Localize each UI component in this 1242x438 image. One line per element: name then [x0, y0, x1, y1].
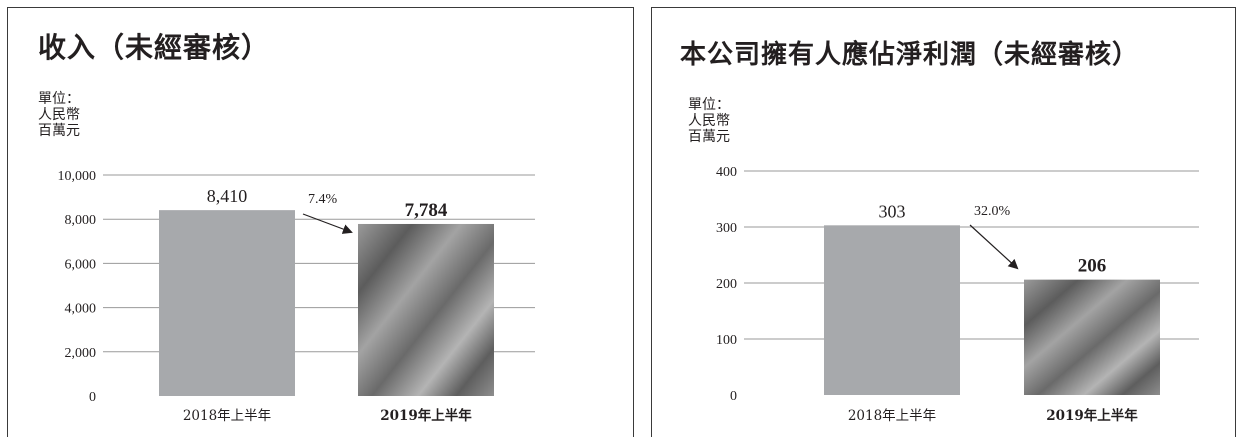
y-tick-label: 200 [716, 277, 737, 292]
bar-value-label: 7,784 [405, 200, 448, 221]
unit-line: 百萬元 [688, 129, 730, 145]
bar-value-label: 303 [879, 201, 906, 221]
bar-2 [358, 223, 494, 396]
chart-title: 收入（未經審核） [38, 31, 271, 64]
bar-value-label: 206 [1078, 256, 1107, 277]
x-category-label: 2019年上半年 [380, 407, 472, 424]
revenue-chart-panel: 收入（未經審核） 單位： 人民幣 百萬元 0 2,000 4,000 6,000 8,0… [7, 7, 634, 437]
y-tick-label: 2,000 [65, 346, 97, 361]
x-category-label: 2019年上半年 [1046, 407, 1138, 424]
x-category-label: 2018年上半年 [183, 408, 271, 424]
change-arrow [969, 224, 1019, 270]
y-tick-label: 8,000 [65, 213, 97, 228]
change-arrow [302, 213, 353, 234]
unit-line: 人民幣 [38, 107, 80, 123]
change-percent-label: 7.4% [308, 192, 338, 207]
y-tick-label: 100 [716, 333, 737, 348]
revenue-bar-chart: 0 2,000 4,000 6,000 8,000 10,000 8,410 2018年上半年… [58, 169, 535, 424]
net-profit-bar-chart: 0 100 200 300 400 303 2018年上半年 206 2019年上半年 32.0% [716, 165, 1199, 424]
unit-line: 單位： [38, 91, 80, 107]
unit-label: 單位： 人民幣 百萬元 [688, 97, 730, 145]
bar-1 [824, 225, 960, 395]
unit-label: 單位： 人民幣 百萬元 [38, 91, 80, 139]
y-tick-label: 6,000 [65, 257, 97, 272]
y-tick-label: 0 [730, 389, 737, 404]
unit-line: 人民幣 [688, 113, 730, 129]
y-tick-label: 0 [89, 390, 96, 405]
y-tick-label: 300 [716, 221, 737, 236]
unit-line: 百萬元 [38, 123, 80, 139]
x-category-label: 2018年上半年 [848, 408, 936, 424]
unit-line: 單位： [688, 97, 730, 113]
change-percent-label: 32.0% [974, 204, 1011, 219]
y-tick-label: 4,000 [65, 302, 97, 317]
y-tick-label: 400 [716, 165, 737, 180]
bar-value-label: 8,410 [207, 186, 248, 206]
bar-2 [1024, 279, 1160, 395]
bar-1 [159, 210, 295, 396]
net-profit-chart-panel: 本公司擁有人應佔淨利潤（未經審核） 單位： 人民幣 百萬元 0 100 200 300… [651, 7, 1236, 437]
chart-title: 本公司擁有人應佔淨利潤（未經審核） [680, 40, 1140, 70]
y-tick-label: 10,000 [58, 169, 97, 184]
